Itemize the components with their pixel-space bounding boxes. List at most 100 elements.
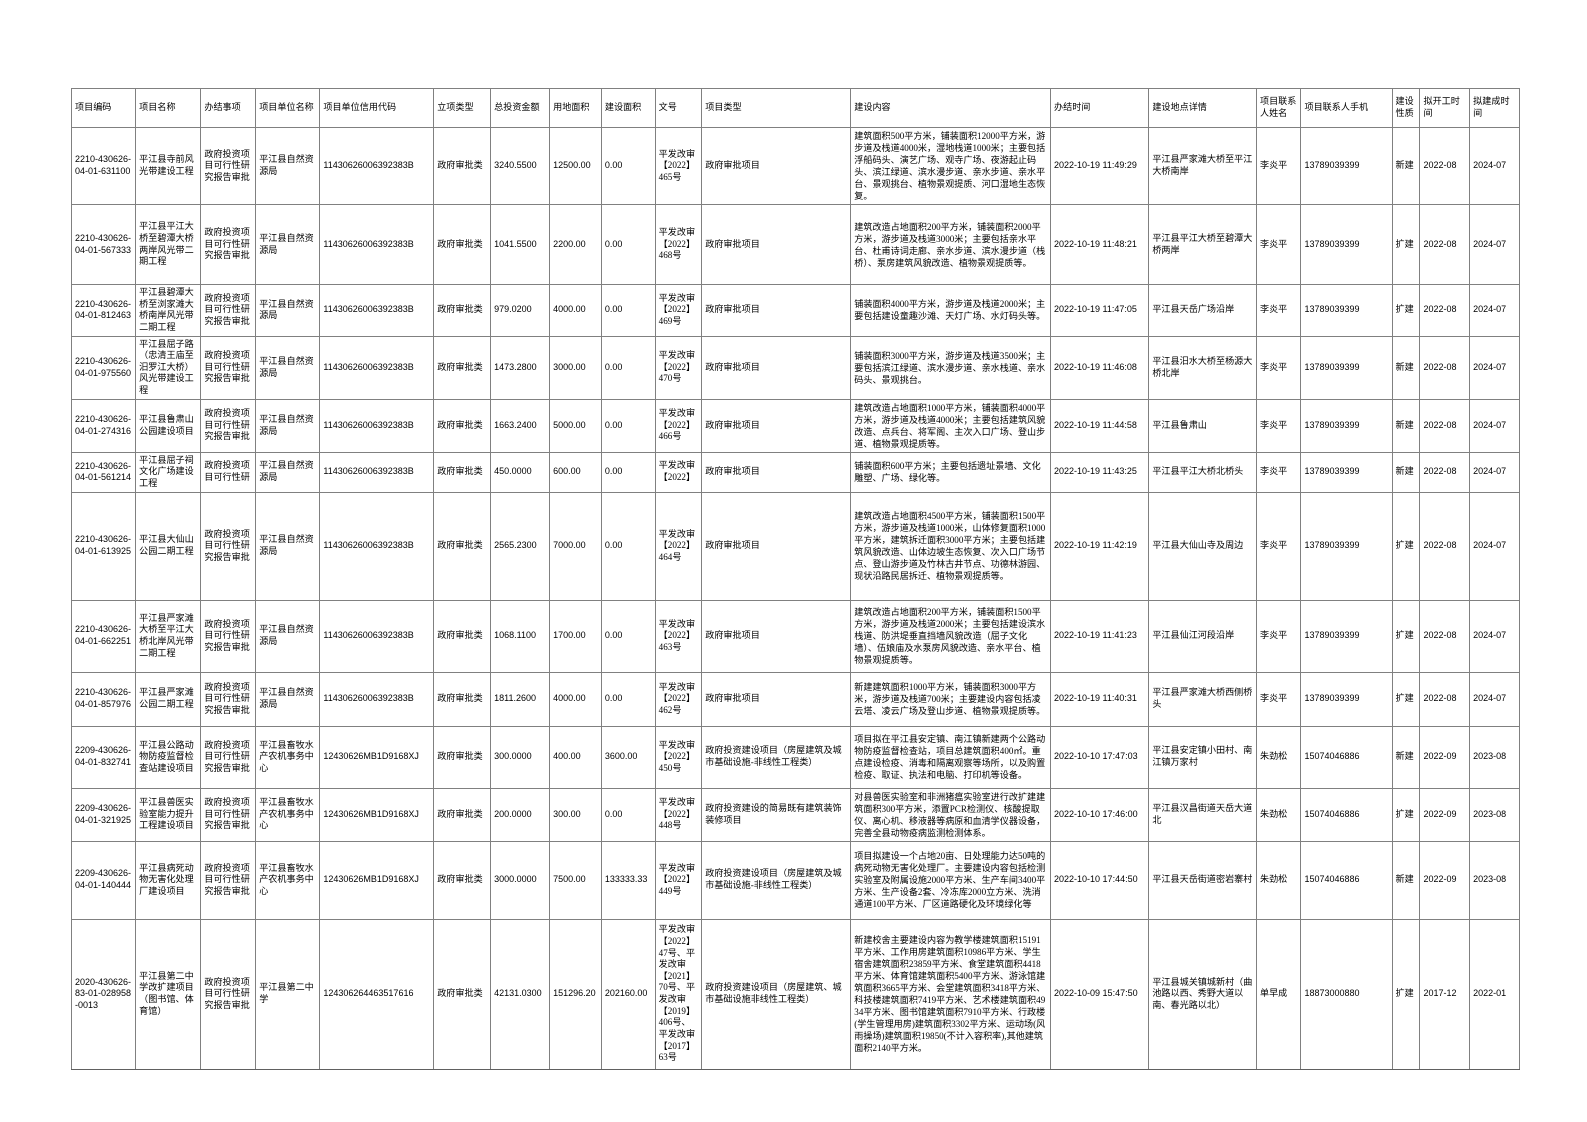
cell-project-code: 2210-430626-04-01-274316 [70, 398, 137, 453]
col-header-build-content: 建设内容 [850, 88, 1052, 128]
cell-build-content: 建筑改造占地面积1000平方米，铺装面积4000平方米，游步道及栈道4000米；… [850, 398, 1052, 453]
cell-unit-credit-code: 12430626MB1D9168XJ [319, 787, 435, 842]
cell-unit-credit-code: 11430626006392383B [319, 398, 435, 453]
cell-doc-number: 平发改审【2022】 [654, 451, 703, 493]
cell-total-investment: 3240.5500 [490, 127, 551, 205]
table-row[interactable]: 2210-430626-04-01-662251 平江县严家滩大桥至平江大桥北岸风… [70, 599, 1520, 673]
col-header-unit-credit-code: 项目单位信用代码 [319, 88, 435, 128]
cell-unit-credit-code: 12430626MB1D9168XJ [319, 840, 435, 920]
cell-planned-complete: 2024-07 [1469, 127, 1520, 205]
table-row[interactable]: 2020-430626-83-01-028958-0013 平江县第二中学改扩建项… [70, 918, 1520, 1070]
cell-planned-start: 2022-08 [1419, 599, 1471, 673]
cell-unit-name: 平江县自然资源局 [255, 451, 321, 493]
cell-build-content: 新建校舍主要建设内容为教学楼建筑面积15191平方米、工作用房建筑面积10986… [850, 918, 1052, 1070]
cell-matter: 政府投资项目可行性研究报告审批 [200, 840, 257, 920]
cell-contact-name: 李炎平 [1255, 284, 1302, 337]
col-header-project-code: 项目编码 [70, 88, 137, 128]
cell-project-name: 平江县兽医实验室能力提升工程建设项目 [135, 787, 202, 842]
table-row[interactable]: 2210-430626-04-01-274316 平江县鲁肃山公园建设项目 政府投资… [70, 398, 1520, 453]
cell-location: 平江县鲁肃山 [1148, 398, 1257, 453]
col-header-unit-name: 项目单位名称 [255, 88, 321, 128]
cell-land-area: 400.00 [549, 725, 602, 789]
table-row[interactable]: 2210-430626-04-01-975560 平江县屈子路（忠清王庙至汨罗江大… [70, 335, 1520, 400]
cell-unit-name: 平江县自然资源局 [255, 599, 321, 673]
cell-finish-time: 2022-10-19 11:44:58 [1050, 398, 1150, 453]
cell-unit-credit-code: 11430626006392383B [319, 671, 435, 727]
cell-doc-number: 平发改审【2022】470号 [654, 335, 703, 400]
cell-contact-phone: 13789039399 [1300, 127, 1393, 205]
cell-project-type: 政府审批项目 [701, 204, 852, 285]
table-row[interactable]: 2210-430626-04-01-567333 平江县平江大桥至碧潭大桥两岸风光… [70, 204, 1520, 285]
cell-planned-complete: 2024-07 [1469, 599, 1520, 673]
cell-total-investment: 300.0000 [490, 725, 551, 789]
cell-build-nature: 扩建 [1391, 671, 1421, 727]
cell-matter: 政府投资项目可行性研究报告审批 [200, 787, 257, 842]
cell-unit-credit-code: 11430626006392383B [319, 335, 435, 400]
cell-total-investment: 1811.2600 [490, 671, 551, 727]
cell-project-code: 2210-430626-04-01-613925 [70, 491, 137, 601]
cell-project-code: 2209-430626-04-01-140444 [70, 840, 137, 920]
project-approval-table: 项目编码 项目名称 办结事项 项目单位名称 项目单位信用代码 立项类型 总投资金… [70, 88, 1520, 1070]
cell-project-name: 平江县鲁肃山公园建设项目 [135, 398, 202, 453]
cell-land-area: 12500.00 [549, 127, 602, 205]
cell-unit-credit-code: 11430626006392383B [319, 204, 435, 285]
cell-project-code: 2020-430626-83-01-028958-0013 [70, 918, 137, 1070]
cell-land-area: 600.00 [549, 451, 602, 493]
cell-doc-number: 平发改审【2022】466号 [654, 398, 703, 453]
cell-contact-name: 朱劲松 [1255, 840, 1302, 920]
cell-planned-complete: 2024-07 [1469, 204, 1520, 285]
cell-project-name: 平江县碧潭大桥至浏家滩大桥南岸风光带二期工程 [135, 284, 202, 337]
cell-project-type: 政府审批项目 [701, 284, 852, 337]
cell-approval-type: 政府审批类 [433, 451, 492, 493]
cell-location: 平江县严家滩大桥至平江大桥南岸 [1148, 127, 1257, 205]
cell-location: 平江县城关镇城新村（曲池路以西、秀野大道以南、春光路以北） [1148, 918, 1257, 1070]
cell-planned-complete: 2024-07 [1469, 398, 1520, 453]
table-row[interactable]: 2210-430626-04-01-561214 平江县屈子祠文化广场建设工程 政府… [70, 451, 1520, 493]
table-row[interactable]: 2209-430626-04-01-140444 平江县病死动物无害化处理厂建设项… [70, 840, 1520, 920]
cell-project-type: 政府投资建设的简易既有建筑装饰装修项目 [701, 787, 852, 842]
table-row[interactable]: 2210-430626-04-01-857976 平江县严家滩公园二期工程 政府投资… [70, 671, 1520, 727]
cell-project-type: 政府审批项目 [701, 335, 852, 400]
cell-finish-time: 2022-10-19 11:41:23 [1050, 599, 1150, 673]
cell-project-type: 政府投资建设项目（房屋建筑、城市基础设施非线性工程类） [701, 918, 852, 1070]
cell-build-content: 项目拟建设一个占地20亩、日处理能力达50吨的病死动物无害化处理厂。主要建设内容… [850, 840, 1052, 920]
table-row[interactable]: 2209-430626-04-01-832741 平江县公路动物防疫监督检查站建设… [70, 725, 1520, 789]
table-row[interactable]: 2209-430626-04-01-321925 平江县兽医实验室能力提升工程建设… [70, 787, 1520, 842]
cell-approval-type: 政府审批类 [433, 284, 492, 337]
cell-contact-name: 单早成 [1255, 918, 1302, 1070]
cell-build-content: 对县兽医实验室和非洲猪瘟实验室进行改扩建建筑面积300平方米，添置PCR检测仪、… [850, 787, 1052, 842]
cell-location: 平江县天岳街道密岩寨村 [1148, 840, 1257, 920]
cell-contact-name: 李炎平 [1255, 398, 1302, 453]
cell-planned-complete: 2024-07 [1469, 451, 1520, 493]
cell-unit-name: 平江县自然资源局 [255, 398, 321, 453]
cell-land-area: 300.00 [549, 787, 602, 842]
cell-project-code: 2210-430626-04-01-561214 [70, 451, 137, 493]
cell-project-code: 2210-430626-04-01-662251 [70, 599, 137, 673]
cell-build-nature: 扩建 [1391, 599, 1421, 673]
table-row[interactable]: 2210-430626-04-01-613925 平江县大仙山公园二期工程 政府投资… [70, 491, 1520, 601]
table-row[interactable]: 2210-430626-04-01-812463 平江县碧潭大桥至浏家滩大桥南岸风… [70, 284, 1520, 337]
cell-build-nature: 新建 [1391, 451, 1421, 493]
col-header-contact-name: 项目联系人姓名 [1255, 88, 1302, 128]
cell-planned-start: 2022-08 [1419, 335, 1471, 400]
cell-project-type: 政府审批项目 [701, 671, 852, 727]
cell-contact-name: 李炎平 [1255, 671, 1302, 727]
cell-unit-name: 平江县自然资源局 [255, 671, 321, 727]
cell-approval-type: 政府审批类 [433, 127, 492, 205]
cell-matter: 政府投资项目可行性研究报告审批 [200, 599, 257, 673]
cell-approval-type: 政府审批类 [433, 204, 492, 285]
cell-project-name: 平江县寺前风光带建设工程 [135, 127, 202, 205]
cell-planned-start: 2022-08 [1419, 204, 1471, 285]
cell-project-name: 平江县大仙山公园二期工程 [135, 491, 202, 601]
table-row[interactable]: 2210-430626-04-01-631100 平江县寺前风光带建设工程 政府投资… [70, 127, 1520, 205]
cell-build-nature: 新建 [1391, 398, 1421, 453]
cell-build-area: 0.00 [600, 204, 656, 285]
col-header-build-area: 建设面积 [600, 88, 656, 128]
cell-unit-name: 平江县自然资源局 [255, 127, 321, 205]
cell-unit-credit-code: 11430626006392383B [319, 284, 435, 337]
cell-location: 平江县天岳广场沿岸 [1148, 284, 1257, 337]
cell-build-area: 202160.00 [600, 918, 656, 1070]
cell-finish-time: 2022-10-19 11:49:29 [1050, 127, 1150, 205]
cell-unit-name: 平江县畜牧水产农机事务中心 [255, 787, 321, 842]
